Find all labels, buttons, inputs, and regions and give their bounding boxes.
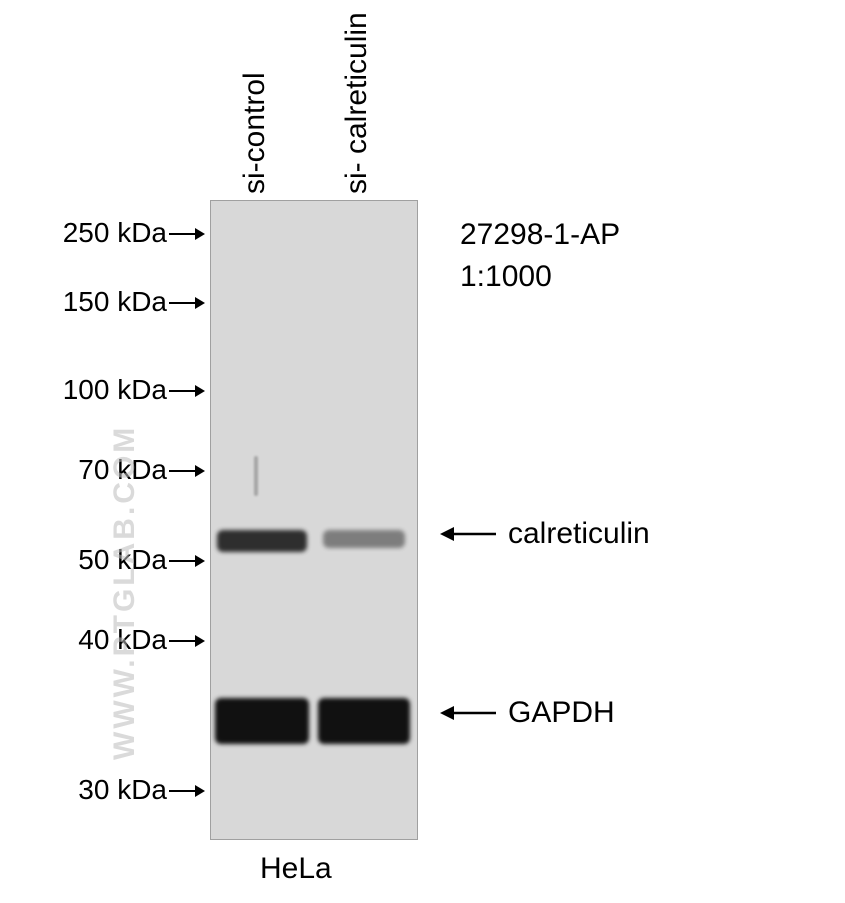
band-2 xyxy=(215,698,309,744)
band-3 xyxy=(318,698,410,744)
cell-line-label: HeLa xyxy=(260,852,332,886)
band-arrow-0: calreticulin xyxy=(440,517,650,551)
lane-label-0: si-control xyxy=(238,72,272,194)
artifact-streak xyxy=(254,456,258,496)
mw-marker-2: 100 kDa xyxy=(30,374,205,406)
western-blot-figure: si-control si- calreticulin 250 kDa 150 kD… xyxy=(0,0,845,903)
band-label-text-0: calreticulin xyxy=(508,517,650,551)
band-label-text-1: GAPDH xyxy=(508,696,615,730)
blot-membrane xyxy=(210,200,418,840)
mw-marker-1: 150 kDa xyxy=(30,286,205,318)
left-arrow-icon xyxy=(440,524,496,544)
band-1 xyxy=(323,530,405,548)
band-0 xyxy=(217,530,307,552)
watermark-text: WWW.PTGLAB.COM xyxy=(108,425,142,760)
antibody-catalog: 27298-1-AP xyxy=(460,218,620,252)
lane-label-1: si- calreticulin xyxy=(340,12,374,194)
antibody-dilution: 1:1000 xyxy=(460,260,552,294)
mw-marker-6: 30 kDa xyxy=(30,774,205,806)
band-arrow-1: GAPDH xyxy=(440,696,615,730)
mw-marker-0: 250 kDa xyxy=(30,217,205,249)
left-arrow-icon xyxy=(440,703,496,723)
